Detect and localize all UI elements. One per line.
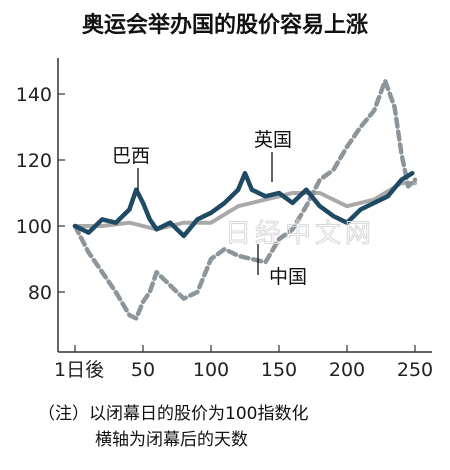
x-tick-label: 100 (193, 359, 229, 381)
x-tick-label: 150 (261, 359, 297, 381)
y-tick-label: 120 (16, 150, 52, 172)
x-tick-label: 250 (397, 359, 433, 381)
series-line-brazil (72, 170, 415, 239)
chart-title: 奥运会举办国的股价容易上涨 (82, 12, 368, 38)
y-tick-label: 140 (16, 84, 52, 106)
series-line-china (72, 78, 418, 321)
axes: 80 100 120 140 1日後 50 100 150 200 250 (16, 58, 433, 381)
series-label-uk: 英国 (254, 129, 292, 151)
y-tick-label: 80 (28, 282, 52, 304)
note-line-1: （注）以闭幕日的股价为100指数化 (38, 404, 308, 424)
x-tick-label: 200 (329, 359, 365, 381)
x-tick-label: 1日後 (54, 359, 104, 381)
y-tick-label: 100 (16, 216, 52, 238)
series-layer (72, 78, 418, 321)
series-label-brazil: 巴西 (112, 145, 150, 167)
series-line-uk (73, 181, 417, 232)
x-tick-label: 50 (131, 359, 155, 381)
watermark-text: 日经中文网 (225, 219, 375, 249)
note-line-2: 横轴为闭幕后的天数 (95, 430, 248, 450)
series-label-china: 中国 (269, 266, 307, 288)
